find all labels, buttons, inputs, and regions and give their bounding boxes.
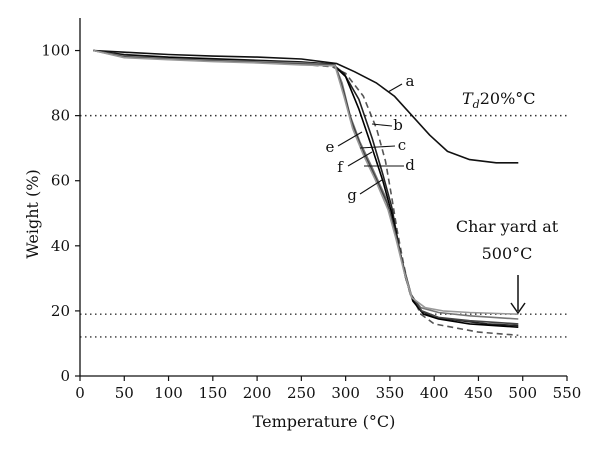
curves (93, 49, 519, 337)
char-yield-annotation-line2: 500°C (482, 244, 533, 263)
down-arrow-icon (510, 275, 526, 315)
x-tick-label: 150 (198, 384, 227, 402)
curve-label-g: g (347, 186, 357, 204)
x-tick-label: 450 (464, 384, 493, 402)
leader-line-g (359, 179, 383, 195)
curve-label-d: d (405, 156, 415, 174)
curve-label-e: e (326, 138, 335, 156)
x-tick-label: 250 (287, 384, 316, 402)
curve-d (93, 49, 519, 328)
x-tick-label: 100 (154, 384, 183, 402)
curve-e (93, 49, 519, 320)
leader-line-f (347, 151, 373, 167)
curve-a (93, 49, 519, 164)
x-tick-label: 200 (243, 384, 272, 402)
reference-lines (80, 114, 567, 338)
curve-label-a: a (406, 72, 415, 90)
axes: 0 50 100 150 200 250 300 350 400 450 500 550 0 20 40 60… (41, 18, 581, 402)
x-tick-label: 300 (331, 384, 360, 402)
char-yield-annotation-line1: Char yard at (456, 217, 559, 236)
curve-label-b: b (393, 116, 403, 134)
x-tick-label: 0 (75, 384, 85, 402)
curve-label-c: c (398, 136, 406, 154)
y-tick-label: 40 (51, 237, 70, 255)
leader-line-e (337, 131, 363, 147)
y-tick-label: 20 (51, 302, 70, 320)
x-tick-label: 350 (376, 384, 405, 402)
leader-line-b (371, 123, 393, 127)
y-axis-title: Weight (%) (23, 169, 42, 258)
x-tick-label: 400 (420, 384, 449, 402)
y-tick-label: 80 (51, 107, 70, 125)
x-tick-label: 500 (508, 384, 537, 402)
leader-line-c (359, 145, 396, 149)
curve-g (93, 49, 519, 315)
curve-f (93, 49, 519, 325)
curve-label-f: f (337, 158, 344, 176)
x-axis-title: Temperature (°C) (253, 412, 396, 431)
curve-c (93, 49, 519, 327)
curve-labels: a bcd efg (326, 72, 416, 204)
td-annotation: Td20%°C (462, 89, 536, 111)
x-tick-label: 50 (115, 384, 134, 402)
y-tick-label: 100 (41, 42, 70, 60)
y-tick-label: 0 (60, 367, 70, 385)
curve-b (93, 49, 519, 337)
y-tick-label: 60 (51, 172, 70, 190)
leader-line-a (387, 83, 403, 93)
x-tick-label: 550 (553, 384, 582, 402)
